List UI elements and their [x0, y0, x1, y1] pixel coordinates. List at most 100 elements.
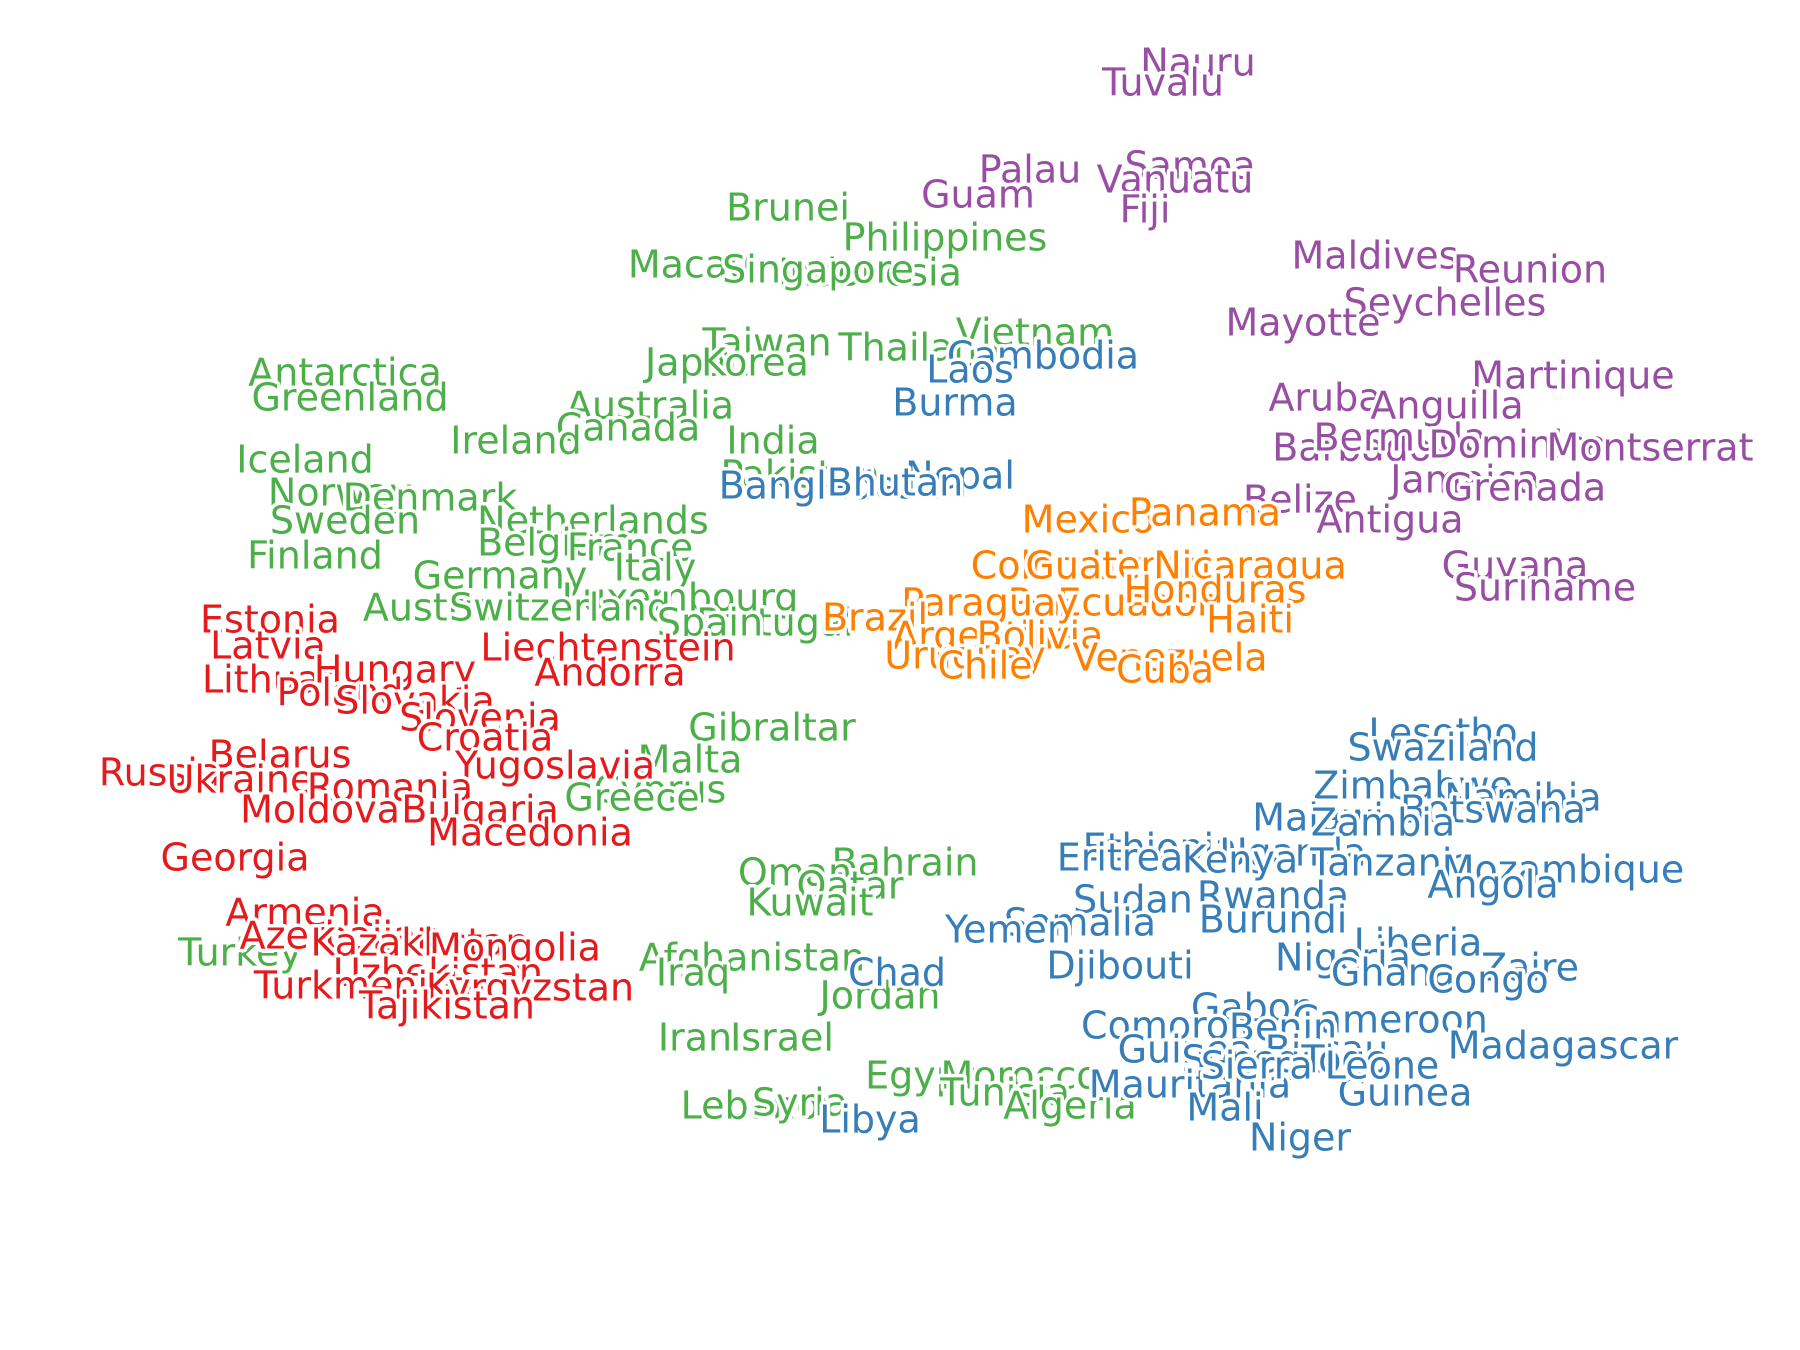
country-label-netherlands: Netherlands [477, 499, 709, 543]
country-label-yugoslavia: Yugoslavia [454, 744, 655, 788]
country-label-dominica: Dominica [1429, 423, 1608, 467]
country-label-nauru: Nauru [1140, 41, 1256, 85]
country-label-bhutan: Bhutan [827, 461, 964, 505]
country-label-tunisia: Tunisia [939, 1071, 1070, 1115]
country-label-belgium: Belgium [477, 521, 633, 565]
country-label-norway: Norway [268, 471, 412, 515]
country-label-bulgaria: Bulgaria [401, 788, 559, 832]
country-label-mongolia: Mongolia [429, 926, 601, 970]
country-label-nepal: Nepal [905, 454, 1015, 498]
country-label-croatia: Croatia [417, 716, 554, 760]
country-label-thailand: Thailand [837, 326, 1001, 370]
country-label-macedonia: Macedonia [427, 811, 633, 855]
country-label-israel: Israel [730, 1016, 834, 1060]
country-label-lesotho: Lesotho [1368, 711, 1517, 755]
country-label-belize: Belize [1243, 478, 1357, 522]
country-label-gibraltar: Gibraltar [688, 706, 856, 750]
country-label-honduras: Honduras [1124, 568, 1307, 612]
country-label-libya: Libya [819, 1098, 921, 1142]
country-label-finland: Finland [247, 534, 383, 578]
country-label-macau: Macau [628, 243, 752, 287]
country-label-azerbaijan: Azerbaijan [240, 914, 441, 958]
country-label-laos: Laos [926, 348, 1014, 392]
country-label-chile: Chile [937, 644, 1032, 688]
country-label-cuba: Cuba [1116, 648, 1214, 692]
country-label-tanzania: Tanzania [1309, 841, 1475, 885]
country-label-ghana: Ghana [1331, 951, 1455, 995]
country-label-venezuela: Venezuela [1072, 636, 1267, 680]
country-label-antigua: Antigua [1316, 498, 1463, 542]
country-label-greece: Greece [564, 776, 699, 820]
country-label-swaziland: Swaziland [1347, 726, 1538, 770]
country-labels-layer: Brunei Macau IndonesiaSingaporePhilippines… [95, 37, 1757, 1163]
country-label-burma: Burma [892, 381, 1017, 425]
country-label-argentina: Argentina [892, 614, 1077, 658]
country-label-burundi: Burundi [1199, 898, 1348, 942]
country-label-kuwait: Kuwait [747, 881, 874, 925]
country-label-tajikistan: Tajikistan [358, 984, 535, 1028]
country-label-bolivia: Bolivia [977, 614, 1104, 658]
country-label-bermuda: Bermuda [1314, 416, 1487, 460]
country-label-algeria: Algeria [1003, 1084, 1137, 1128]
country-label-egypt: Egypt [865, 1054, 975, 1098]
country-label-guinea-bissau: Guinea-Bissau [1118, 1028, 1389, 1072]
country-label-jordan: Jordan [818, 974, 941, 1018]
country-label-seychelles: Seychelles [1344, 281, 1547, 325]
country-label-peru: Peru [1008, 581, 1093, 625]
country-label-palau: Palau [979, 148, 1081, 192]
country-label-oman: Oman [738, 851, 852, 895]
country-label-comoros: Comoros [1081, 1004, 1249, 1048]
country-label-uzbekistan: Uzbekistan [333, 951, 543, 995]
country-label-zambia: Zambia [1311, 801, 1455, 845]
country-label-madagascar: Madagascar [1448, 1024, 1679, 1068]
country-label-georgia: Georgia [161, 836, 310, 880]
country-label-reunion: Reunion [1453, 248, 1607, 292]
country-label-pakistan: Pakistan [720, 453, 879, 497]
country-label-mauritania: Mauritania [1089, 1063, 1291, 1107]
country-label-nigeria: Nigeria [1275, 936, 1411, 980]
country-label-syria: Syria [752, 1081, 848, 1125]
country-label-spain: Spain [657, 601, 763, 645]
country-label-niger: Niger [1249, 1116, 1351, 1160]
country-label-aruba: Aruba [1268, 376, 1381, 420]
country-label-lebanon: Lebanon [681, 1084, 844, 1128]
country-label-taiwan: Taiwan [701, 321, 831, 365]
country-label-liberia: Liberia [1354, 921, 1483, 965]
country-label-uganda: Uganda [1220, 831, 1367, 875]
country-label-turkey: Turkey [177, 931, 302, 975]
country-label-singapore: Singapore [722, 248, 914, 292]
country-label-cyprus: Cyprus [594, 768, 727, 812]
country-label-fiji: Fiji [1120, 188, 1171, 232]
country-label-guinea: Guinea [1338, 1071, 1473, 1115]
country-label-uruguay: Uruguay [884, 634, 1046, 678]
country-label-germany: Germany [413, 554, 588, 598]
country-label-russia: Russia [99, 751, 221, 795]
country-label-rwanda: Rwanda [1197, 874, 1349, 918]
country-label-somalia: Somalia [1004, 901, 1156, 945]
country-label-brunei: Brunei [726, 186, 850, 230]
country-label-andorra: Andorra [534, 651, 685, 695]
country-label-martinique: Martinique [1471, 354, 1674, 398]
country-label-paraguay: Paraguay [901, 581, 1078, 625]
country-label-iran: Iran [658, 1016, 732, 1060]
country-label-bahrain: Bahrain [832, 841, 979, 885]
country-label-canada: Canada [556, 406, 701, 450]
country-label-montserrat: Montserrat [1547, 426, 1754, 470]
country-label-anguilla: Anguilla [1370, 384, 1523, 428]
country-label-indonesia: Indonesia [778, 251, 962, 295]
country-label-cambodia: Cambodia [947, 334, 1139, 378]
country-label-congo: Congo [1427, 958, 1548, 1002]
country-label-grenada: Grenada [1444, 466, 1606, 510]
country-label-poland: Poland [277, 671, 404, 715]
country-label-morocco: Morocco [940, 1054, 1099, 1098]
country-label-eritrea: Eritrea [1057, 836, 1184, 880]
country-label-angola: Angola [1427, 863, 1558, 907]
country-label-denmark: Denmark [343, 476, 518, 520]
country-label-colombia: Colombia [971, 544, 1150, 588]
country-label-bangladesh: Bangladesh [719, 464, 942, 508]
country-label-sweden: Sweden [270, 499, 420, 543]
country-label-liechtenstein: Liechtenstein [480, 626, 735, 670]
country-label-mali: Mali [1186, 1086, 1263, 1130]
country-label-moldova: Moldova [240, 788, 400, 832]
country-label-mexico: Mexico [1022, 498, 1155, 542]
